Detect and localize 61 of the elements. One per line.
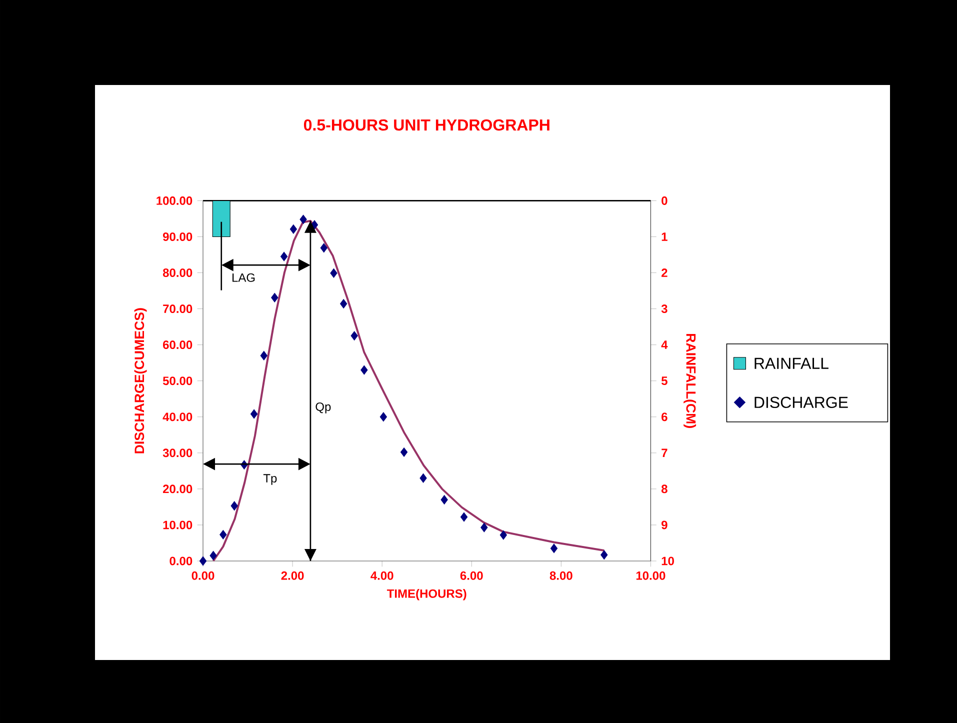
point [250,409,258,419]
ref-line-label: Qp [316,402,331,414]
point [500,530,507,540]
x-tick-label: 6.00 [460,571,483,580]
point [230,501,238,511]
point [271,292,278,302]
point [550,544,558,554]
y2-tick-label: 4 [661,340,668,349]
point [280,252,288,262]
y-tick-label: 10.00 [163,520,192,530]
point [330,268,338,278]
y2-tick-label: 2 [662,268,668,277]
point [320,243,328,253]
point [260,350,268,360]
y2-axis-title: RAINFALL(CM) [684,334,696,428]
point [350,331,358,340]
y2-tick-label: 8 [661,484,668,494]
y2-tick-label: 7 [662,448,668,458]
y-tick-label: 100.00 [156,196,192,205]
y-tick-label: 60.00 [163,340,192,350]
point [360,365,368,375]
point [380,412,387,422]
point [199,556,207,566]
point [420,473,427,483]
point [210,550,217,560]
point [440,495,448,504]
x-tick-label: 8.00 [550,571,572,580]
x-tick-label: 4.00 [370,571,394,580]
y-tick-label: 20.00 [162,484,192,494]
y2-tick-label: 3 [661,304,668,314]
y2-tick-label: 10 [662,556,674,566]
legend-label: DISCHARGE [754,396,848,408]
y-tick-label: 80.00 [162,268,192,277]
y2-tick-label: 0 [662,196,668,205]
point [290,224,298,234]
point [300,214,307,224]
point [460,512,468,522]
y2-tick-label: 6 [662,412,668,422]
y2-tick-label: 9 [662,520,668,530]
point [220,530,227,540]
point [480,522,488,532]
point [600,550,608,560]
y-tick-label: 90.00 [162,232,192,241]
y-tick-label: 0.00 [170,556,192,566]
y-tick-label: 40.00 [162,412,192,422]
point [340,299,348,308]
legend-label: RAINFALL [754,358,828,369]
point [400,448,408,457]
x-tick-label: 2.00 [281,571,304,580]
annotation: Tp [263,474,277,485]
y-tick-label: 70.00 [163,304,192,314]
annotation: LAG [232,273,255,282]
x-axis-title: TIME(HOURS) [386,589,466,600]
x-tick-label: 0.00 [192,571,214,580]
y2-tick-label: 5 [661,376,668,386]
x-tick-label: 10.00 [636,571,666,580]
y-tick-label: 50.00 [162,376,192,386]
chart-title: 0.5-HOURS UNIT HYDROGRAPH [304,119,550,131]
y2-tick-label: 1 [662,232,668,241]
y-tick-label: 30.00 [162,448,192,458]
y-axis-title: DISCHARGE(CUMECS) [134,308,147,454]
